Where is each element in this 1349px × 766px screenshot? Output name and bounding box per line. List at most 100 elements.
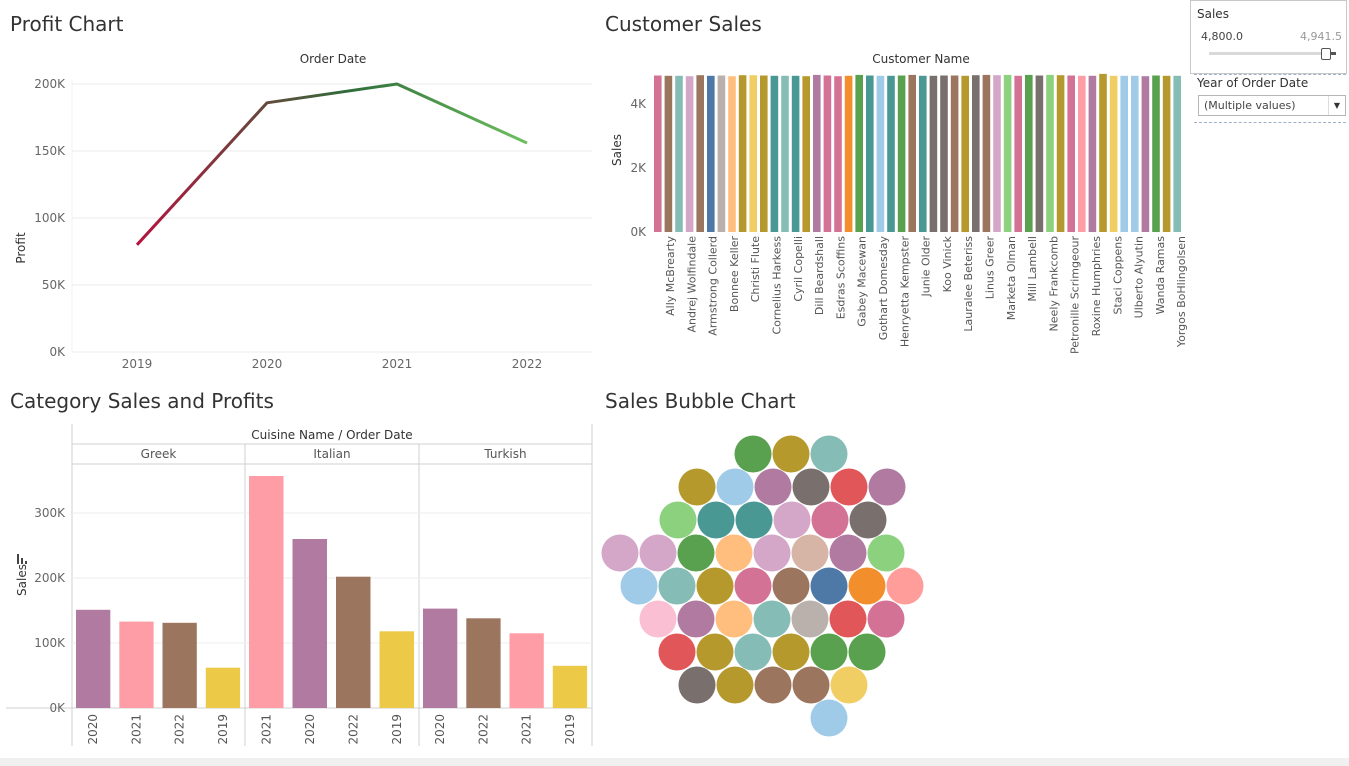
sales-bubble	[868, 468, 906, 506]
category-bar	[466, 618, 501, 708]
customer-bar	[1067, 75, 1075, 232]
customer-bar	[897, 75, 906, 232]
sales-slider-handle[interactable]	[1320, 48, 1331, 60]
category-y-axis-label: Sales	[15, 564, 29, 596]
profit-y-tick: 0K	[49, 345, 66, 359]
customer-name-label: Gothart Domesday	[877, 236, 890, 341]
category-x-tick: 2020	[86, 714, 100, 745]
sales-bubble	[810, 699, 848, 737]
customer-bar	[1025, 74, 1033, 233]
sales-bubble	[886, 567, 924, 605]
sales-bubble	[830, 468, 868, 506]
sales-bubble	[639, 600, 677, 638]
sort-icon[interactable]	[17, 554, 27, 564]
category-group-header: Italian	[313, 447, 350, 461]
sales-bubble	[791, 534, 829, 572]
customer-sales-title: Customer Sales	[605, 12, 762, 36]
customer-name-label: Marketa Olman	[1005, 236, 1018, 320]
sales-slider-track[interactable]	[1209, 52, 1336, 55]
sales-bubble	[754, 468, 792, 506]
category-y-tick: 100K	[34, 636, 66, 650]
category-x-tick: 2021	[129, 714, 143, 745]
customer-name-label: Roxine Humphries	[1090, 236, 1103, 337]
chevron-down-icon[interactable]: ▼	[1328, 96, 1345, 115]
customer-name-label: Henryetta Kempster	[898, 236, 911, 348]
customer-bar	[972, 75, 980, 232]
customer-bar	[1056, 75, 1065, 232]
sales-bubble	[792, 666, 830, 704]
customer-name-label: Andrej Wolfindale	[685, 236, 698, 333]
sales-bubble	[715, 534, 753, 572]
sales-filter-label: Sales	[1197, 7, 1229, 21]
sales-bubble	[639, 534, 677, 572]
category-x-tick: 2022	[476, 714, 490, 745]
profit-y-tick: 50K	[42, 278, 66, 292]
category-sales-title: Category Sales and Profits	[10, 389, 274, 413]
customer-bar	[1131, 75, 1139, 232]
customer-name-label: Mill Lambell	[1026, 236, 1039, 302]
customer-bar	[982, 74, 991, 233]
category-bar	[76, 609, 111, 708]
sales-bubble	[677, 534, 715, 572]
customer-bar	[1141, 76, 1150, 232]
sales-bubble	[829, 600, 867, 638]
customer-bar	[675, 75, 683, 232]
sales-bubble	[734, 567, 772, 605]
customer-x-header: Customer Name	[872, 52, 970, 66]
customer-bar	[855, 74, 863, 233]
year-filter-value: (Multiple values)	[1204, 99, 1296, 112]
status-bar	[0, 758, 1349, 766]
customer-bar	[813, 74, 821, 233]
filter-divider	[1194, 74, 1346, 75]
customer-bar	[728, 76, 736, 232]
sales-bubble	[715, 600, 753, 638]
customer-bar	[1014, 75, 1022, 232]
profit-x-header: Order Date	[300, 52, 367, 66]
customer-name-label: Cornelius Harkess	[771, 236, 784, 335]
year-filter-dropdown[interactable]: (Multiple values) ▼	[1198, 95, 1346, 116]
sales-bubble	[792, 468, 830, 506]
sales-bubble	[659, 501, 697, 539]
sales-bubble	[678, 468, 716, 506]
customer-bar	[950, 75, 959, 232]
sales-bubble	[772, 435, 810, 473]
customer-name-label: Yorgos BoHlingolsen	[1175, 236, 1188, 348]
sales-bubble	[696, 633, 734, 671]
sales-bubble	[829, 534, 867, 572]
category-group-header: Greek	[141, 447, 177, 461]
profit-line-chart: Order Date Profit 0K 50K 100K 150K 200K 2019…	[14, 52, 592, 371]
customer-name-label: Dill Beardshall	[813, 236, 826, 315]
sales-filter-max: 4,941.5	[1300, 30, 1342, 43]
sales-bubble	[810, 435, 848, 473]
customer-bar	[1078, 75, 1086, 232]
customer-name-label: Armstrong Collerd	[707, 236, 720, 336]
profit-chart-title: Profit Chart	[10, 12, 124, 36]
year-filter-label: Year of Order Date	[1197, 76, 1309, 90]
sales-bubble	[677, 600, 715, 638]
category-x-header: Cuisine Name / Order Date	[251, 428, 412, 442]
filter-divider	[1194, 122, 1346, 123]
sales-bubble	[849, 501, 887, 539]
sales-bubble	[791, 600, 829, 638]
customer-bar	[707, 75, 715, 232]
customer-name-label: Koo Vinick	[941, 235, 954, 292]
customer-bar	[823, 75, 832, 232]
category-x-tick: 2021	[259, 714, 273, 745]
profit-series-line[interactable]	[135, 82, 528, 246]
sales-slider-range	[1325, 52, 1336, 55]
customer-bar	[717, 75, 726, 232]
customer-bar	[1152, 75, 1160, 232]
category-bar	[162, 622, 197, 708]
customer-bar	[685, 76, 694, 232]
sales-bubble	[772, 567, 810, 605]
profit-y-axis-label: Profit	[14, 232, 28, 264]
category-bar	[249, 476, 284, 708]
sales-bubble	[848, 633, 886, 671]
profit-x-tick: 2020	[252, 357, 283, 371]
category-x-tick: 2022	[346, 714, 360, 745]
sales-bubble	[658, 633, 696, 671]
profit-x-tick: 2019	[122, 357, 153, 371]
sales-bubble	[734, 435, 772, 473]
customer-bar	[1120, 75, 1128, 232]
customer-name-label: Ulberto Alyutin	[1133, 236, 1146, 318]
